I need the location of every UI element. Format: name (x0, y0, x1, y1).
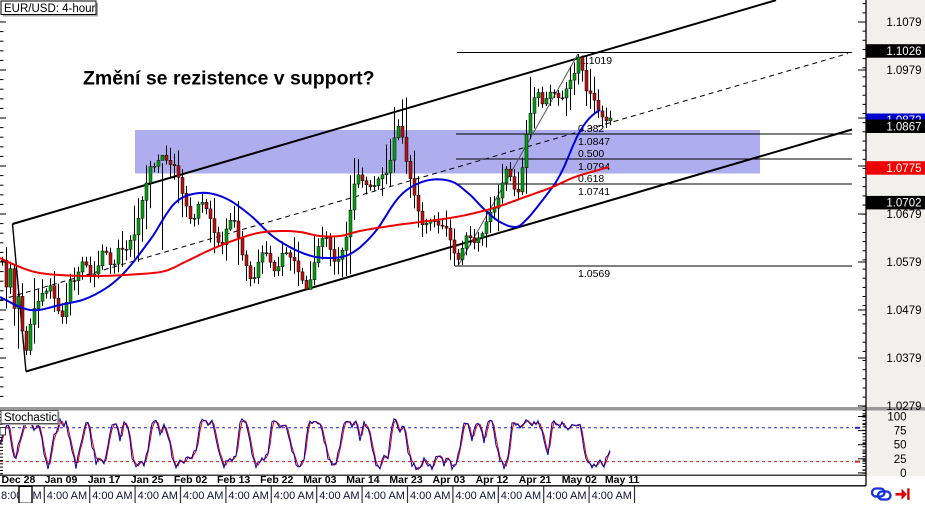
svg-text:4:00 AM: 4:00 AM (592, 490, 632, 502)
svg-text:0.382: 0.382 (578, 123, 604, 135)
svg-text:25: 25 (894, 454, 907, 466)
svg-text:Apr 12: Apr 12 (476, 474, 509, 486)
svg-text:1.0379: 1.0379 (886, 353, 921, 365)
svg-text:May 11: May 11 (605, 474, 640, 486)
svg-text:1.0867: 1.0867 (886, 121, 921, 133)
svg-text:1.0741: 1.0741 (578, 186, 610, 198)
svg-text:1.1079: 1.1079 (886, 17, 921, 29)
svg-text:50: 50 (894, 440, 907, 452)
svg-text:Feb 22: Feb 22 (260, 474, 293, 486)
svg-text:Apr 03: Apr 03 (433, 474, 466, 486)
svg-text:4:00 AM: 4:00 AM (183, 490, 223, 502)
svg-text:1.0775: 1.0775 (886, 163, 921, 175)
svg-text:1.0979: 1.0979 (886, 65, 921, 77)
svg-text:1.1026: 1.1026 (886, 46, 921, 58)
svg-text:Mar 14: Mar 14 (346, 474, 379, 486)
svg-text:1.0679: 1.0679 (886, 209, 921, 221)
svg-text:Změní se rezistence v support?: Změní se rezistence v support? (83, 68, 375, 90)
svg-text:4:00 AM: 4:00 AM (274, 490, 314, 502)
svg-text:Stochastic: Stochastic (4, 412, 57, 424)
svg-text:Mar 03: Mar 03 (303, 474, 336, 486)
svg-text:Jan 17: Jan 17 (88, 474, 121, 486)
svg-text:M: M (33, 490, 42, 502)
svg-text:8:00: 8:00 (1, 490, 22, 502)
svg-text:4:00 AM: 4:00 AM (92, 490, 132, 502)
svg-text:Jan 25: Jan 25 (131, 474, 164, 486)
svg-text:4:00 AM: 4:00 AM (365, 490, 405, 502)
svg-text:4:00 AM: 4:00 AM (228, 490, 268, 502)
svg-text:0: 0 (900, 468, 906, 480)
svg-text:4:00 AM: 4:00 AM (319, 490, 359, 502)
svg-text:Mar 23: Mar 23 (389, 474, 422, 486)
svg-text:4:00 AM: 4:00 AM (47, 490, 87, 502)
svg-text:Apr 21: Apr 21 (519, 474, 552, 486)
svg-text:1.0569: 1.0569 (578, 268, 610, 280)
svg-text:4:00 AM: 4:00 AM (138, 490, 178, 502)
svg-text:Feb 13: Feb 13 (217, 474, 250, 486)
svg-text:Feb 02: Feb 02 (174, 474, 207, 486)
svg-text:0.618: 0.618 (578, 173, 604, 185)
svg-text:4:00 AM: 4:00 AM (546, 490, 586, 502)
svg-text:May 02: May 02 (562, 474, 597, 486)
svg-text:1.0579: 1.0579 (886, 257, 921, 269)
svg-text:1.1019: 1.1019 (580, 55, 612, 67)
svg-text:1.0847: 1.0847 (578, 136, 610, 148)
svg-text:4:00 AM: 4:00 AM (455, 490, 495, 502)
svg-text:1.0479: 1.0479 (886, 305, 921, 317)
svg-text:Dec 28: Dec 28 (2, 474, 36, 486)
svg-text:0.500: 0.500 (578, 148, 604, 160)
svg-text:75: 75 (894, 426, 907, 438)
svg-text:100: 100 (887, 412, 906, 424)
svg-text:1.0794: 1.0794 (578, 161, 610, 173)
svg-text:1.0279: 1.0279 (886, 401, 921, 413)
svg-text:4:00 AM: 4:00 AM (410, 490, 450, 502)
svg-text:4:00 AM: 4:00 AM (501, 490, 541, 502)
svg-text:1.0702: 1.0702 (886, 198, 921, 210)
svg-text:Jan 09: Jan 09 (45, 474, 78, 486)
svg-text:EUR/USD: 4-hour: EUR/USD: 4-hour (4, 3, 96, 15)
